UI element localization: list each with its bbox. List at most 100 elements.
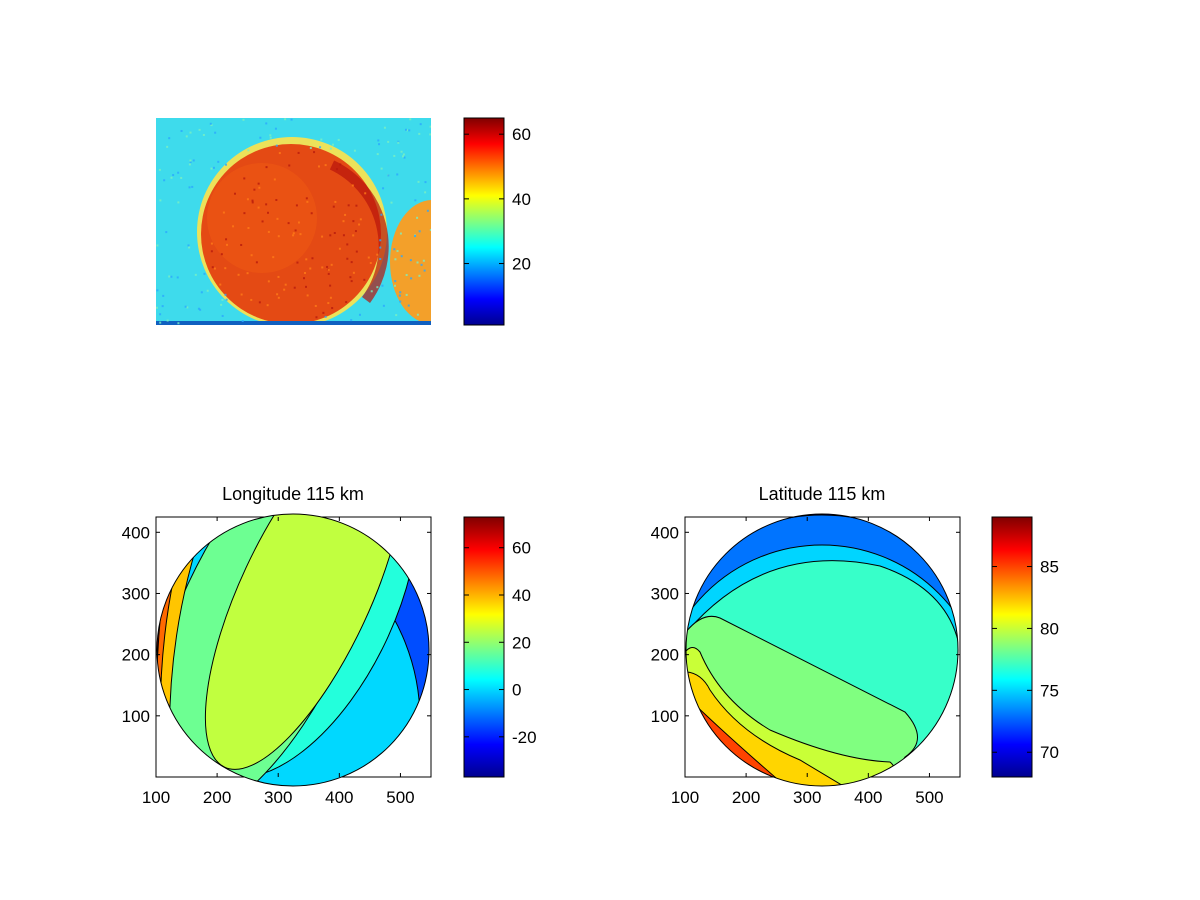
image-speckle [405, 274, 408, 277]
image-speckle [311, 257, 314, 260]
image-speckle [395, 314, 398, 317]
y-tick-label: 100 [651, 707, 679, 726]
image-speckle [221, 298, 224, 301]
image-speckle [266, 211, 269, 214]
x-tick-label: 500 [386, 788, 414, 807]
image-speckle [354, 230, 357, 233]
colorbar-tick-label: 0 [512, 681, 521, 700]
image-speckle [266, 304, 269, 307]
colorbar-tick-label: 20 [512, 633, 531, 652]
image-speckle [199, 308, 202, 311]
latitude-colorbar-ticks: 70 75 80 85 [992, 558, 1059, 762]
image-speckle [303, 277, 306, 280]
image-speckle [246, 198, 249, 201]
image-speckle [259, 136, 262, 139]
image-speckle [222, 211, 225, 214]
image-speckle [251, 201, 254, 204]
image-speckle [158, 168, 161, 171]
image-speckle [394, 258, 397, 261]
image-speckle [333, 232, 336, 235]
image-speckle [237, 273, 240, 276]
image-speckle [332, 205, 335, 208]
image-speckle [168, 137, 171, 140]
image-speckle [390, 201, 393, 204]
image-speckle [221, 314, 224, 317]
y-tick-label: 200 [651, 646, 679, 665]
image-speckle [250, 254, 253, 257]
image-speckle [265, 203, 268, 206]
image-speckle [250, 298, 253, 301]
image-speckle [253, 188, 256, 191]
image-speckle [177, 171, 180, 174]
image-speckle [355, 204, 358, 207]
x-tick-label: 300 [793, 788, 821, 807]
image-speckle [184, 305, 187, 308]
image-speckle [423, 269, 426, 272]
image-speckle [292, 232, 295, 235]
disk-dark-rim [329, 160, 389, 303]
image-speckle [243, 177, 246, 180]
image-speckle [305, 197, 308, 200]
image-speckle [405, 128, 408, 131]
image-speckle [233, 192, 236, 195]
image-speckle [331, 143, 334, 146]
image-speckle [335, 168, 338, 171]
longitude-axis-ticks: 100 200 300 400 500 100 200 300 400 [122, 517, 431, 807]
image-speckle [296, 261, 299, 264]
image-speckle [418, 274, 421, 277]
colorbar-tick-label: 40 [512, 586, 531, 605]
image-speckle [407, 304, 410, 307]
colorbar-tick-label: 80 [1040, 619, 1059, 638]
image-speckle [364, 192, 367, 195]
colorbar-tick-label: -20 [512, 728, 537, 747]
latitude-panel: Latitude 115 km 100 200 300 400 500 100 200 300… [651, 484, 1059, 807]
image-speckle [156, 289, 159, 292]
image-speckle [159, 321, 162, 324]
image-speckle [329, 147, 332, 150]
image-colorbar-ticks: 20 40 60 [464, 125, 531, 274]
image-speckle [420, 263, 423, 266]
image-speckle [284, 283, 287, 286]
image-speckle [188, 186, 191, 189]
y-tick-label: 100 [122, 707, 150, 726]
image-speckle [212, 166, 215, 169]
image-speckle [251, 199, 254, 202]
image-speckle [370, 290, 373, 293]
image-speckle [240, 293, 243, 296]
image-speckle [267, 280, 270, 283]
image-speckle [188, 163, 191, 166]
secondary-disk [390, 200, 431, 324]
image-speckle [347, 204, 350, 207]
image-speckle [329, 284, 332, 287]
image-speckle [313, 151, 316, 154]
image-speckle [255, 261, 258, 264]
image-speckle [189, 161, 192, 164]
image-speckle [396, 173, 399, 176]
image-speckle [295, 204, 298, 207]
image-speckle [359, 218, 362, 221]
image-speckle [409, 259, 412, 262]
image-speckle [170, 176, 173, 179]
image-speckle [424, 181, 427, 184]
image-speckle [408, 129, 411, 132]
image-speckle [352, 271, 355, 274]
image-speckle [353, 149, 356, 152]
image-speckle [275, 198, 278, 201]
image-speckle [211, 266, 214, 269]
image-speckle [396, 250, 399, 253]
image-speckle [346, 257, 349, 260]
disk-highlight [207, 163, 317, 273]
image-speckle [378, 143, 381, 146]
image-speckle [210, 250, 213, 253]
image-speckle [319, 146, 322, 149]
image-speckle [220, 303, 223, 306]
image-speckle [189, 159, 192, 162]
image-speckle [185, 135, 188, 138]
image-speckle [349, 276, 352, 279]
image-speckle [172, 174, 175, 177]
latitude-axis-ticks: 100 200 300 400 500 100 200 300 400 [651, 517, 960, 807]
image-speckle [380, 213, 383, 216]
image-speckle [344, 213, 347, 216]
longitude-disk-edge [156, 513, 430, 787]
image-speckle [342, 234, 345, 237]
